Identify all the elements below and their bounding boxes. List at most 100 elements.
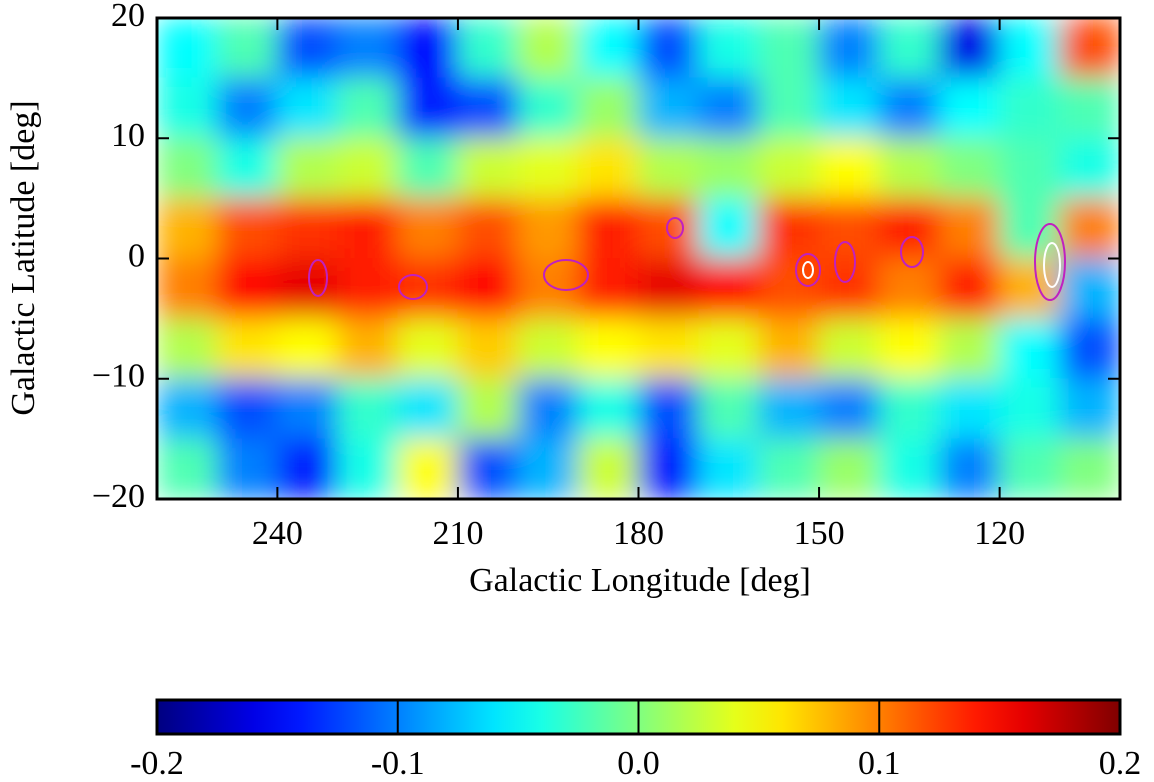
heat-cell <box>698 438 760 499</box>
heat-cell <box>216 18 278 79</box>
heat-cell <box>276 77 339 139</box>
heat-cell <box>698 77 760 139</box>
heat-cell <box>638 378 700 440</box>
heat-cell <box>276 18 339 79</box>
heat-cell <box>457 438 519 499</box>
heat-cell <box>517 258 579 320</box>
x-axis-label: Galactic Longitude [deg] <box>469 562 811 599</box>
heat-cell <box>878 438 940 499</box>
y-tick-label: 0 <box>128 237 145 274</box>
heat-cell <box>337 18 399 79</box>
heat-cell <box>938 378 1001 440</box>
heat-cell <box>999 438 1061 499</box>
heat-cell <box>938 18 1001 79</box>
heat-cell <box>216 438 278 499</box>
heat-cell <box>157 18 218 79</box>
x-tick-label: 150 <box>794 515 845 552</box>
heat-cell <box>758 318 820 380</box>
heat-cell <box>698 318 760 380</box>
heat-cell <box>938 318 1001 380</box>
heat-cell <box>577 18 639 79</box>
heat-cell <box>457 258 519 320</box>
heat-cell <box>276 137 339 199</box>
heat-cell <box>397 18 459 79</box>
heat-cell <box>457 197 519 259</box>
y-axis-label: Galactic Latitude [deg] <box>5 100 42 415</box>
heat-cell <box>276 438 339 499</box>
heat-cell <box>337 438 399 499</box>
heat-cell <box>818 438 880 499</box>
heat-cell <box>577 258 639 320</box>
x-tick-label: 120 <box>974 515 1025 552</box>
heat-cell <box>818 378 880 440</box>
heat-cell <box>938 438 1001 499</box>
heat-cell <box>397 318 459 380</box>
heat-cell <box>517 378 579 440</box>
heat-cell <box>1059 137 1120 199</box>
y-tick-label: −10 <box>92 358 145 395</box>
heat-cell <box>878 77 940 139</box>
heat-cell <box>698 18 760 79</box>
cells <box>157 18 1120 499</box>
heat-cell <box>216 378 278 440</box>
heat-cell <box>577 137 639 199</box>
heat-cell <box>758 438 820 499</box>
heat-cell <box>938 197 1001 259</box>
heat-cell <box>337 197 399 259</box>
heat-cell <box>1059 378 1120 440</box>
heat-cell <box>999 258 1061 320</box>
heat-cell <box>999 137 1061 199</box>
heat-cell <box>397 77 459 139</box>
heat-cell <box>818 18 880 79</box>
heat-cell <box>638 197 700 259</box>
heat-cell <box>758 258 820 320</box>
heat-cell <box>999 77 1061 139</box>
heat-cell <box>397 438 459 499</box>
heat-cell <box>638 137 700 199</box>
heat-cell <box>276 258 339 320</box>
heat-cell <box>638 258 700 320</box>
heat-cell <box>337 77 399 139</box>
heat-cell <box>216 197 278 259</box>
heat-cell <box>999 378 1061 440</box>
heat-cell <box>397 378 459 440</box>
heat-cell <box>698 258 760 320</box>
heat-cell <box>276 197 339 259</box>
heat-cell <box>457 318 519 380</box>
heat-cell <box>1059 318 1120 380</box>
heat-cell <box>337 258 399 320</box>
heat-cell <box>216 318 278 380</box>
y-tick-label: 10 <box>111 117 145 154</box>
heat-cell <box>517 137 579 199</box>
heat-cell <box>638 318 700 380</box>
heat-cell <box>698 197 760 259</box>
y-tick-label: −20 <box>92 478 145 515</box>
heat-cell <box>638 18 700 79</box>
heat-cell <box>517 77 579 139</box>
heat-cell <box>758 197 820 259</box>
heat-cell <box>878 378 940 440</box>
heat-cell <box>517 197 579 259</box>
heat-cell <box>638 77 700 139</box>
heat-cell <box>157 197 218 259</box>
heat-cell <box>758 77 820 139</box>
heat-cell <box>999 318 1061 380</box>
heat-cell <box>517 438 579 499</box>
heat-cell <box>517 318 579 380</box>
heat-cell <box>157 318 218 380</box>
heat-cell <box>216 258 278 320</box>
heat-cell <box>818 197 880 259</box>
heat-cell <box>938 77 1001 139</box>
heat-cell <box>878 18 940 79</box>
heat-cell <box>157 438 218 499</box>
x-tick-label: 180 <box>613 515 664 552</box>
heat-cell <box>276 378 339 440</box>
heat-cell <box>1059 197 1120 259</box>
heat-cell <box>758 378 820 440</box>
heat-cell <box>818 137 880 199</box>
colorbar-tick-label: -0.1 <box>371 745 425 782</box>
heat-cell <box>938 258 1001 320</box>
heat-cell <box>938 137 1001 199</box>
heat-cell <box>457 77 519 139</box>
